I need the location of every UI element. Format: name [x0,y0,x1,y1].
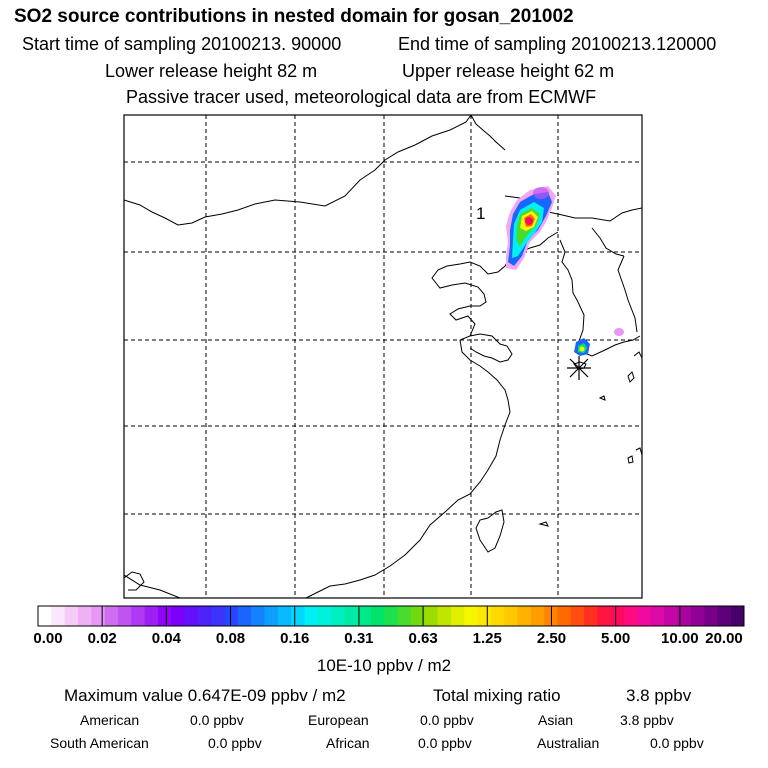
colorbar-tick-label: 0.16 [280,630,310,647]
colorbar-bin [704,606,718,626]
region-name: Asian [538,712,574,728]
colorbar-bin [424,606,439,626]
colorbar-bin [237,606,252,626]
colorbar-bin [224,606,239,626]
colorbar-tick-label: 0.08 [215,630,246,647]
region-name: South American [50,735,149,751]
region-value: 0.0 ppbv [420,712,474,728]
colorbar-bin [610,606,625,626]
colorbar-bin [597,606,612,626]
colorbar-tick-label: 1.25 [472,630,502,647]
colorbar-tick-label: 0.00 [33,630,63,647]
colorbar-bin [131,606,146,626]
concentration-plume [506,186,624,356]
colorbar-bin [251,606,265,626]
colorbar-bin [650,606,665,626]
colorbar-bin [464,606,479,626]
data-source-note: Passive tracer used, meteorological data… [126,87,597,107]
colorbar-bin [277,606,292,626]
colorbar-tick-label: 20.00 [705,630,743,647]
colorbar-bin [437,606,452,626]
colorbar-bin [117,606,132,626]
colorbar-bin [38,606,52,626]
colorbar-bin [331,606,345,626]
coastlines-and-borders [124,115,642,598]
colorbar-bin [490,606,505,626]
colorbar-bin [624,606,638,626]
colorbar-bin [264,606,279,626]
colorbar-bin [104,606,119,626]
region-value: 0.0 ppbv [190,712,244,728]
colorbar-bin [171,606,186,626]
colorbar-bin [637,606,652,626]
colorbar-bin [410,606,425,626]
colorbar-tick-label: 2.50 [536,630,567,647]
start-time: Start time of sampling 20100213. 90000 [22,34,342,54]
colorbar-bin [570,606,585,626]
map-title: SO2 source contributions in nested domai… [14,6,574,27]
colorbar-bin [517,606,532,626]
region-value: 3.8 ppbv [620,712,674,728]
colorbar [37,605,745,627]
colorbar-bin [91,606,106,626]
colorbar-bin [730,606,745,626]
receptor-marker-icon [567,356,591,380]
colorbar-tick-label: 0.31 [344,630,374,647]
region-value: 0.0 ppbv [650,735,704,751]
colorbar-bin [664,606,678,626]
colorbar-bin [477,606,492,626]
lat-lon-grid [124,115,642,598]
colorbar-tick-label: 0.04 [151,630,181,647]
map-frame [123,114,643,599]
colorbar-bin [504,606,519,626]
region-value: 0.0 ppbv [208,735,262,751]
region-name: Australian [537,735,600,751]
colorbar-bin [77,606,92,626]
region-name: European [308,712,369,728]
lower-release-height: Lower release height 82 m [105,61,318,81]
colorbar-bin [157,606,172,626]
colorbar-bin [717,606,732,626]
colorbar-bin [584,606,598,626]
total-mixing-ratio-value: 3.8 ppbv [626,686,692,705]
colorbar-bin [184,606,199,626]
colorbar-bin [304,606,319,626]
colorbar-bin [51,606,66,626]
colorbar-bin [450,606,465,626]
colorbar-bin [397,606,412,626]
colorbar-bin [211,606,225,626]
colorbar-units: 10E-10 ppbv / m2 [316,656,452,675]
map-area [124,115,642,598]
colorbar-tick-label: 0.63 [408,630,438,647]
region-name: African [326,735,370,751]
colorbar-tick-label: 0.02 [87,630,117,647]
colorbar-bin [384,606,399,626]
colorbar-bin [197,606,212,626]
colorbar-bin [357,606,372,626]
colorbar-tick-label: 10.00 [661,630,699,647]
colorbar-bin [690,606,705,626]
colorbar-tick-label: 5.00 [601,630,631,647]
region-value: 0.0 ppbv [418,735,472,751]
total-mixing-ratio-label: Total mixing ratio [433,686,561,705]
colorbar-bin [371,606,385,626]
colorbar-bin [291,606,305,626]
region-name: American [80,712,140,728]
colorbar-bin [64,606,79,626]
end-time: End time of sampling 20100213.120000 [398,34,717,54]
release-label: 1 [476,204,485,223]
maximum-value: Maximum value 0.647E-09 ppbv / m2 [64,686,346,705]
colorbar-bin [557,606,572,626]
colorbar-bin [344,606,359,626]
colorbar-bin [530,606,545,626]
colorbar-bin [677,606,692,626]
colorbar-bin [317,606,332,626]
colorbar-bin [144,606,159,626]
upper-release-height: Upper release height 62 m [402,61,615,81]
